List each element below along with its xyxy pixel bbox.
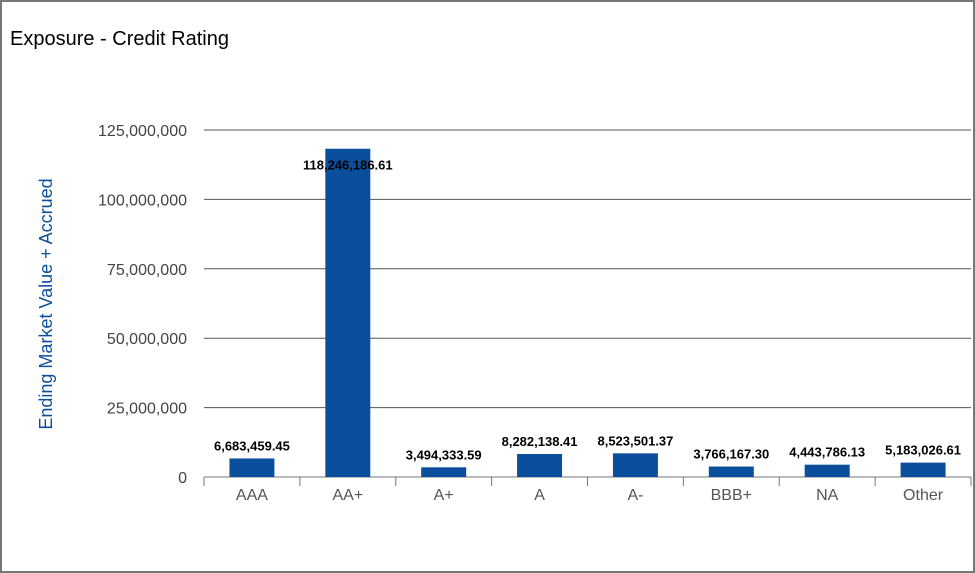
x-tick-label: A (534, 487, 545, 504)
bar-other (900, 462, 946, 477)
x-tick-label: NA (816, 487, 839, 504)
bar-aa- (325, 148, 371, 477)
data-label: 4,443,786.13 (789, 445, 865, 460)
y-tick-label: 50,000,000 (107, 331, 187, 348)
chart-title: Exposure - Credit Rating (10, 28, 229, 50)
y-axis-title: Ending Market Value + Accrued (36, 178, 56, 429)
data-label: 6,683,459.45 (214, 438, 290, 453)
y-tick-label: 25,000,000 (107, 401, 187, 418)
x-tick-label: Other (903, 487, 944, 504)
y-tick-label: 75,000,000 (107, 262, 187, 279)
x-tick-label: BBB+ (711, 487, 752, 504)
y-tick-label: 125,000,000 (98, 123, 187, 140)
x-tick-label: A+ (434, 487, 454, 504)
x-tick-label: AAA (236, 487, 268, 504)
bar-na (804, 464, 850, 477)
bar-a- (612, 453, 658, 477)
data-label: 3,494,333.59 (406, 447, 482, 462)
bar-a (517, 454, 563, 477)
data-label: 8,282,138.41 (502, 434, 578, 449)
data-label: 5,183,026.61 (885, 443, 961, 458)
bar-bbb- (708, 466, 754, 477)
x-tick-label: A- (627, 487, 643, 504)
x-tick-label: AA+ (332, 487, 363, 504)
data-label: 3,766,167.30 (693, 447, 769, 462)
bar-a- (421, 467, 467, 477)
y-tick-label: 0 (178, 470, 187, 487)
data-label: 118,246,186.61 (303, 158, 393, 173)
bar-aaa (229, 458, 275, 477)
data-label: 8,523,501.37 (597, 433, 673, 448)
y-tick-label: 100,000,000 (98, 192, 187, 209)
